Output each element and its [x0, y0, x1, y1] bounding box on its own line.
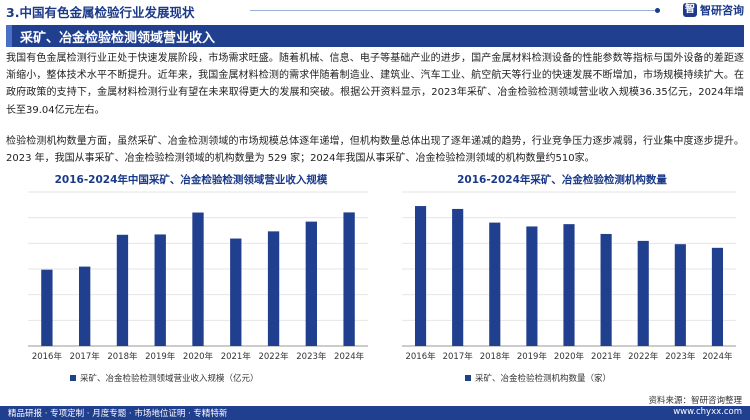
x-tick-label: 2021年: [221, 351, 252, 362]
footer-website: www.chyxx.com: [673, 407, 742, 417]
section-banner: 采矿、冶金检验检测领域营业收入: [6, 25, 744, 47]
bar-2024年: [343, 212, 355, 346]
bar-2016年: [41, 269, 53, 346]
bar-2024年: [711, 247, 724, 346]
x-tick-label: 2019年: [517, 351, 548, 362]
x-tick-label: 2022年: [628, 351, 659, 362]
bar-2020年: [563, 224, 575, 346]
banner-accent: [6, 25, 12, 47]
footer-services: 精品研报 · 专项定制 · 月度专题 · 市场地位证明 · 专精特新: [8, 409, 228, 419]
bar-2017年: [79, 266, 91, 346]
x-tick-label: 2019年: [145, 351, 176, 362]
institutions-bar-chart: 2016年 2017年 2018年 2019年 2020年 2021年 2022年 2023年…: [402, 191, 736, 362]
top-bar: 3.中国有色金属检验行业发展现状 智 智研咨询: [0, 0, 750, 22]
banner-title: 采矿、冶金检验检测领域营业收入: [20, 30, 216, 46]
x-tick-label: 2017年: [443, 351, 474, 362]
logo-text: 智研咨询: [700, 4, 744, 17]
section-title: 3.中国有色金属检验行业发展现状: [6, 5, 195, 20]
bar-2016年: [414, 206, 427, 346]
x-tick-label: 2021年: [591, 351, 622, 362]
bar-2021年: [230, 238, 242, 346]
chart-title-revenue: 2016-2024年中国采矿、冶金检验检测领域营业收入规模: [54, 174, 328, 186]
legend-revenue: 采矿、冶金检验检测领域营业收入规模（亿元）: [70, 372, 259, 384]
x-tick-label: 2020年: [183, 351, 214, 362]
x-tick-label: 2020年: [554, 351, 585, 362]
paragraph-institutions: 检验检测机构数量方面，虽然采矿、冶金检测领域的市场规模总体逐年递增，但机构数量总…: [6, 136, 744, 165]
logo-icon: 智: [683, 3, 697, 17]
legend-swatch: [70, 375, 76, 381]
logo: 智 智研咨询: [683, 2, 744, 18]
x-tick-label: 2024年: [334, 351, 365, 362]
title-divider: [250, 8, 660, 13]
bar-2018年: [489, 222, 501, 346]
bar-2022年: [267, 231, 280, 346]
legend-label: 采矿、冶金检验检测领域营业收入规模（亿元）: [80, 374, 259, 384]
x-tick-label: 2024年: [702, 351, 733, 362]
x-tick-label: 2023年: [665, 351, 696, 362]
bar-2020年: [192, 212, 204, 346]
bar-2017年: [452, 208, 464, 346]
x-tick-label: 2018年: [107, 351, 138, 362]
x-tick-label: 2017年: [70, 351, 101, 362]
bar-2019年: [526, 226, 538, 346]
x-tick-label: 2022年: [258, 351, 289, 362]
bar-2022年: [637, 240, 649, 346]
legend-institutions: 采矿、冶金检验检测机构数量（家）: [465, 372, 611, 384]
bar-2019年: [154, 234, 166, 346]
x-tick-label: 2016年: [32, 351, 63, 362]
x-tick-label: 2016年: [405, 351, 436, 362]
chart-title-institutions: 2016-2024年采矿、冶金检验检测机构数量: [457, 174, 667, 186]
bar-2023年: [674, 244, 686, 346]
revenue-bar-chart: 2016年 2017年 2018年 2019年 2020年 2021年 2022年 2023年…: [28, 191, 368, 362]
x-tick-label: 2023年: [296, 351, 327, 362]
bar-2021年: [600, 233, 612, 346]
footer-bar: 精品研报 · 专项定制 · 月度专题 · 市场地位证明 · 专精特新 www.c…: [0, 406, 750, 420]
bar-2018年: [116, 234, 129, 346]
bar-2023年: [305, 221, 317, 346]
x-tick-label: 2018年: [480, 351, 511, 362]
legend-label: 采矿、冶金检验检测机构数量（家）: [475, 374, 612, 384]
paragraph-market-size: 我国有色金属检测行业正处于快速发展阶段，市场需求旺盛。随着机械、信息、电子等基础…: [6, 53, 744, 116]
legend-swatch: [465, 375, 471, 381]
source-note: 资料来源：智研咨询整理: [648, 396, 742, 406]
